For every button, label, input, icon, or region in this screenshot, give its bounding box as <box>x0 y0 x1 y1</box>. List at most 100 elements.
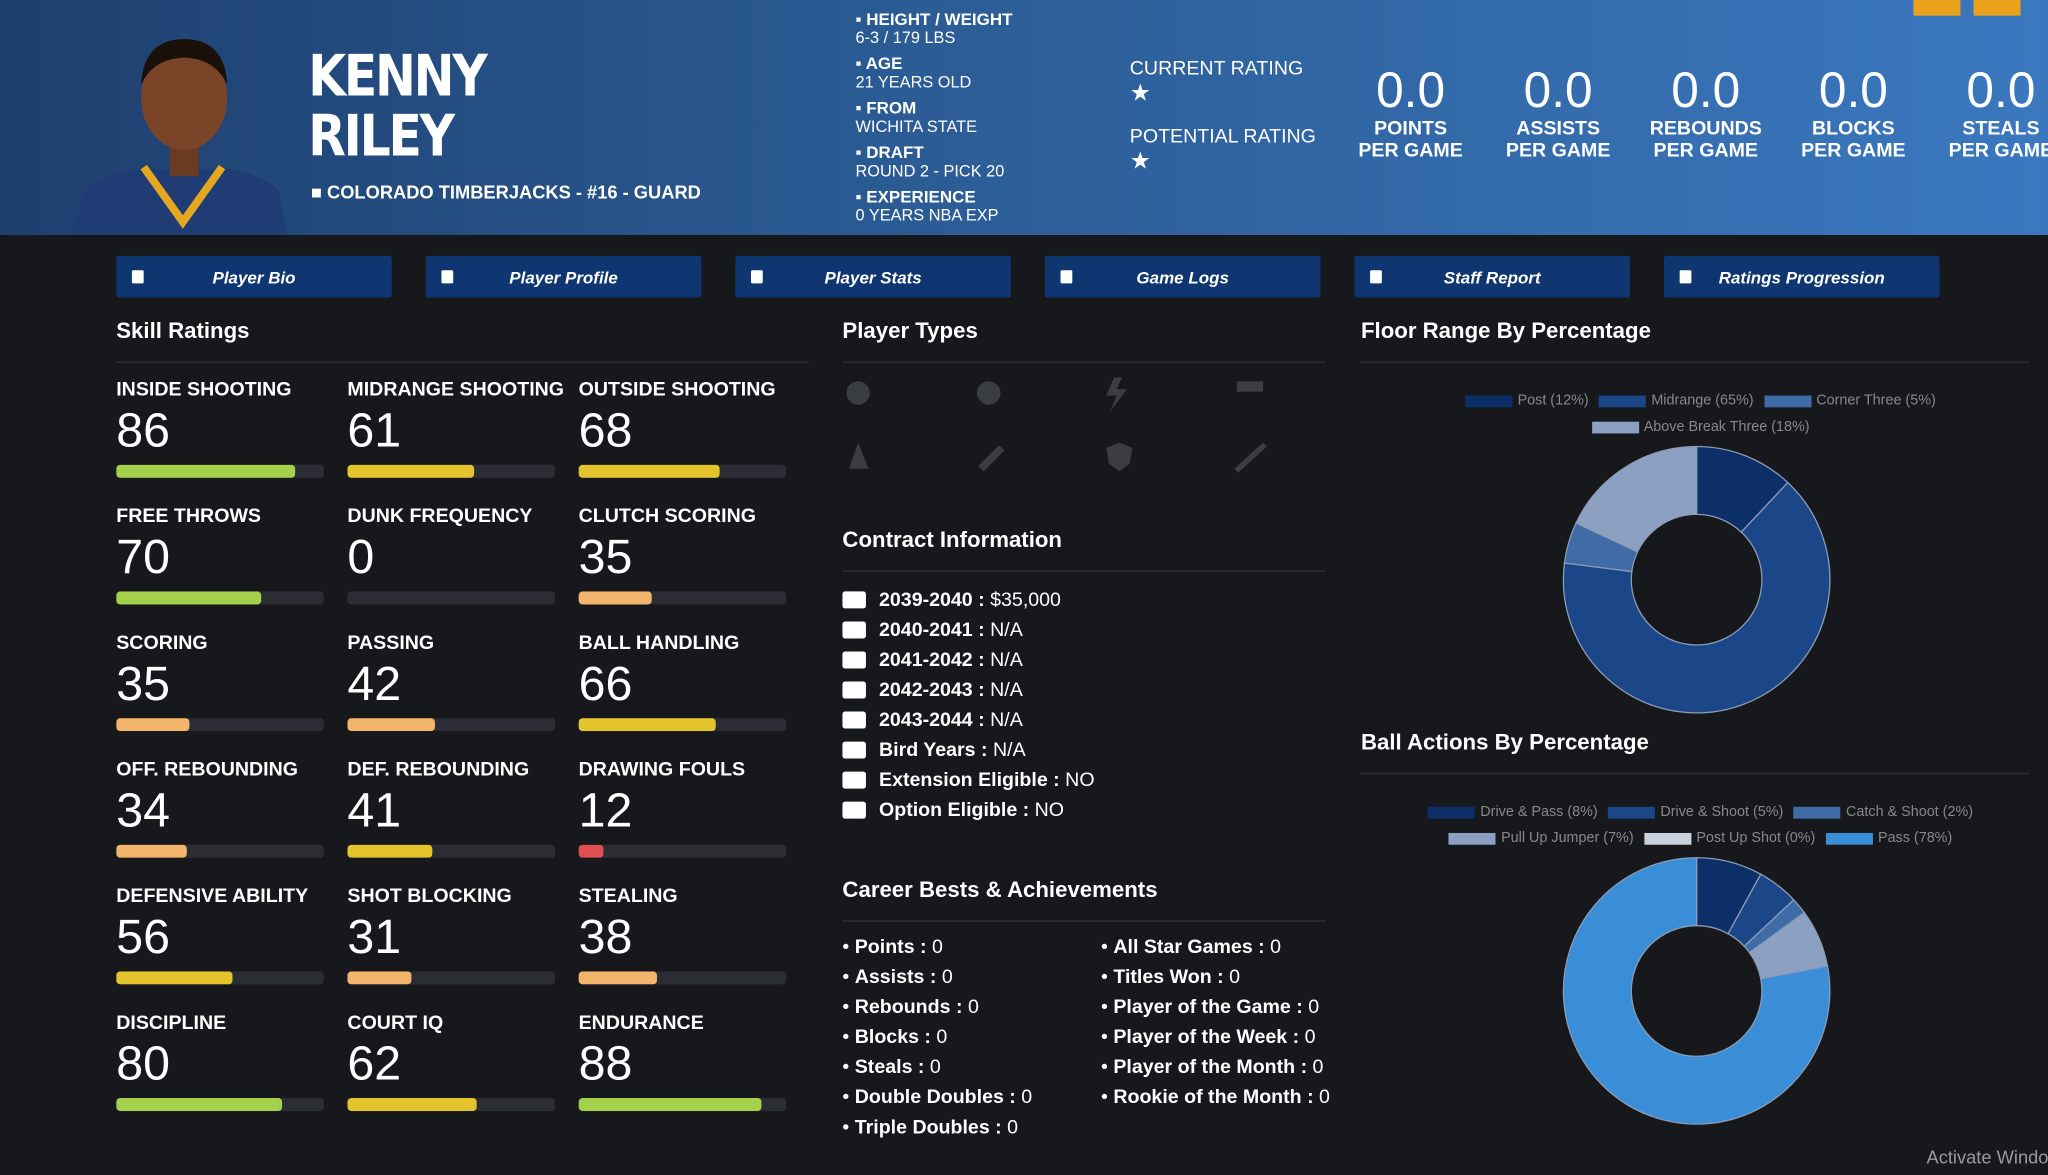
skill-label: FREE THROWS <box>116 505 262 528</box>
skill-label: CLUTCH SCORING <box>578 505 757 528</box>
contract-value: NO <box>1065 768 1095 792</box>
donut-chart <box>1562 445 1831 714</box>
tab[interactable]: Ratings Progression <box>1663 255 1940 298</box>
career-item: • Blocks : 0 <box>842 1026 948 1049</box>
tab[interactable]: Player Bio <box>116 255 392 298</box>
donut-slice <box>1575 445 1698 553</box>
legend-label: Post (12%) <box>1517 392 1589 409</box>
legend-item[interactable]: Post Up Shot (0%) <box>1644 826 1815 850</box>
contract-text: 2043-2044 : N/A <box>879 709 1023 731</box>
skill: DEFENSIVE ABILITY 56 <box>116 885 338 985</box>
contract-label: 2039-2040 : <box>879 588 985 612</box>
career-value: 0 <box>929 1056 941 1079</box>
skill-label: BALL HANDLING <box>578 631 740 655</box>
legend-label: Drive & Shoot (5%) <box>1660 804 1784 820</box>
info-value: 0 YEARS NBA EXP <box>855 206 999 225</box>
legend-swatch <box>1599 394 1647 407</box>
legend-item[interactable]: Above Break Three (18%) <box>1591 415 1810 439</box>
career-label: Triple Doubles : <box>854 1116 1002 1139</box>
career-value: 0 <box>1229 966 1240 989</box>
contract-value: NO <box>1034 799 1065 822</box>
info-label: ▪ DRAFT <box>855 142 924 162</box>
player-type-icons <box>846 377 1267 473</box>
legend-item[interactable]: Drive & Shoot (5%) <box>1608 800 1783 824</box>
career-item: • Triple Doubles : 0 <box>842 1116 1019 1139</box>
legend-item[interactable]: Corner Three (5%) <box>1764 389 1936 413</box>
stat-value: 0.0 <box>1523 63 1593 119</box>
stat-value: 0.0 <box>1818 63 1888 119</box>
stat-value: 0.0 <box>1966 63 2036 119</box>
career-item: • All Star Games : 0 <box>1101 936 1282 959</box>
career-item: • Points : 0 <box>842 936 943 959</box>
legend-label: Catch & Shoot (2%) <box>1846 804 1974 820</box>
contract-label: Option Eligible : <box>879 799 1030 822</box>
contract-text: Extension Eligible : NO <box>879 769 1095 791</box>
legend-item[interactable]: Pull Up Jumper (7%) <box>1448 826 1634 850</box>
contract-text: 2041-2042 : N/A <box>879 649 1023 671</box>
career-label: Titles Won : <box>1113 966 1224 989</box>
career-label: Rookie of the Month : <box>1113 1086 1314 1109</box>
legend-item[interactable]: Post (12%) <box>1465 389 1589 413</box>
stat: 0.0 BLOCKS PER GAME <box>1782 65 1926 162</box>
info-item: ▪ FROM WICHITA STATE <box>855 99 1012 143</box>
contract-label: Extension Eligible : <box>879 768 1060 792</box>
tab-icon <box>131 270 144 284</box>
tab-icon <box>1370 270 1382 284</box>
stat-value: 0.0 <box>1671 63 1741 119</box>
rating-star: ★ <box>1129 147 1151 174</box>
skill-value: 38 <box>578 910 633 964</box>
career-item: • Player of the Game : 0 <box>1101 996 1320 1019</box>
skill: ENDURANCE 88 <box>578 1012 801 1112</box>
skill-label: DISCIPLINE <box>116 1011 227 1035</box>
header: KENNY RILEY ■ COLORADO TIMBERJACKS - #16 … <box>0 0 2048 236</box>
tab-label: Ratings Progression <box>1718 266 1885 287</box>
legend-item[interactable]: Drive & Pass (8%) <box>1428 800 1598 824</box>
tab-label: Game Logs <box>1136 266 1229 287</box>
player-avatar <box>71 39 288 236</box>
legend-item[interactable]: Midrange (65%) <box>1599 389 1754 413</box>
career-item: • Rookie of the Month : 0 <box>1101 1086 1330 1109</box>
skill-label: OFF. REBOUNDING <box>116 758 299 781</box>
legend-item[interactable]: Pass (78%) <box>1825 826 1952 850</box>
skill-value: 66 <box>578 656 633 711</box>
skill-bar-track <box>578 844 787 858</box>
career-label: Steals : <box>854 1056 925 1079</box>
divider <box>116 361 809 363</box>
contract-item: Extension Eligible : NO <box>842 765 1095 795</box>
career-value: 0 <box>1007 1116 1019 1139</box>
skill-value: 86 <box>116 403 170 457</box>
skill-value: 80 <box>116 1036 170 1091</box>
contract-label: 2040-2041 : <box>879 618 985 642</box>
contract-list: 2039-2040 : $35,000 2040-2041 : N/A 2041-2… <box>842 585 1095 825</box>
skill-label: DUNK FREQUENCY <box>347 505 533 528</box>
skill-value: 34 <box>116 783 170 837</box>
career-left: • Points : 0 • Assists : 0 • Rebounds : 0 •… <box>842 936 1032 1146</box>
skill-bar <box>578 591 652 605</box>
orange-button[interactable] <box>1913 0 1961 16</box>
legend: Drive & Pass (8%) Drive & Shoot (5%) Catch… <box>1413 800 1988 850</box>
legend-swatch <box>1764 394 1812 407</box>
skill-bar-track <box>578 718 787 732</box>
contract-label: 2043-2044 : <box>879 708 985 732</box>
skill: STEALING 38 <box>578 885 801 985</box>
tab[interactable]: Game Logs <box>1044 255 1321 298</box>
career-value: 0 <box>1312 1056 1324 1079</box>
info-value: ROUND 2 - PICK 20 <box>855 161 1005 181</box>
info-item: ▪ DRAFT ROUND 2 - PICK 20 <box>855 142 1012 188</box>
divider <box>842 361 1326 363</box>
tab[interactable]: Player Stats <box>735 255 1011 298</box>
career-value: 0 <box>1308 996 1320 1019</box>
tab[interactable]: Staff Report <box>1354 255 1631 298</box>
contract-label: Bird Years : <box>879 738 988 762</box>
legend-item[interactable]: Catch & Shoot (2%) <box>1793 800 1974 824</box>
contract-item: 2043-2044 : N/A <box>842 705 1094 735</box>
last-name: RILEY <box>308 103 455 170</box>
career-label: Double Doubles : <box>854 1086 1016 1109</box>
career-item: • Player of the Month : 0 <box>1101 1056 1324 1079</box>
orange-button[interactable] <box>1973 0 2021 16</box>
contract-text: 2039-2040 : $35,000 <box>879 589 1061 611</box>
legend-label: Drive & Pass (8%) <box>1480 804 1598 820</box>
contract-icon <box>842 741 866 759</box>
tab[interactable]: Player Profile <box>425 255 702 298</box>
skill: SCORING 35 <box>116 632 338 732</box>
